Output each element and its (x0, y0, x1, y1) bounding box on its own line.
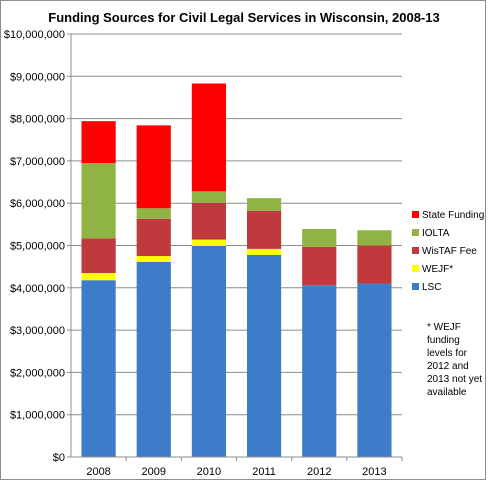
bar-lsc-2013 (357, 283, 392, 457)
note-line: available (427, 387, 467, 398)
bar-lsc-2012 (302, 285, 337, 457)
annotation-note: * WEJF funding levels for 2012 and 2013 not … (427, 322, 482, 398)
legend-label-lsc: LSC (422, 282, 441, 293)
y-tick-label: $5,000,000 (10, 241, 65, 253)
bar-wistaf-fee-2009 (136, 218, 171, 257)
chart-title: Funding Sources for Civil Legal Services… (48, 10, 439, 25)
bar-iolta-2010 (191, 191, 227, 203)
y-tick-label: $10,000,000 (4, 29, 65, 41)
bar-iolta-2013 (357, 230, 392, 246)
bar-iolta-2008 (81, 163, 116, 239)
y-tick-label: $9,000,000 (10, 71, 65, 83)
legend-swatch-state-funding (412, 211, 419, 218)
y-tick-label: $4,000,000 (10, 283, 65, 295)
x-tick-label: 2012 (307, 466, 331, 478)
note-line: 2012 and (427, 361, 469, 372)
y-tick-label: $3,000,000 (10, 325, 65, 337)
legend-swatch-iolta (412, 229, 419, 236)
x-tick-label: 2011 (252, 466, 276, 478)
y-tick-label: $1,000,000 (10, 410, 65, 422)
note-line: 2013 not yet (427, 374, 482, 385)
bar-wistaf-fee-2008 (81, 238, 116, 273)
legend-label-wistaf-fee: WisTAF Fee (422, 246, 477, 257)
bar-lsc-2011 (246, 254, 282, 457)
y-tick-label: $6,000,000 (10, 198, 65, 210)
bar-lsc-2009 (136, 261, 171, 457)
bar-wistaf-fee-2010 (191, 202, 227, 240)
bar-state-funding-2010 (191, 83, 227, 192)
y-tick-label: $2,000,000 (10, 367, 65, 379)
bar-state-funding-2009 (136, 125, 171, 209)
bar-iolta-2012 (302, 229, 337, 247)
bars (81, 83, 392, 457)
bar-wejf-2009 (136, 256, 171, 262)
legend-swatch-wejf (412, 265, 419, 272)
legend-swatch-lsc (412, 283, 419, 290)
bar-wejf-2008 (81, 272, 116, 281)
legend-label-wejf: WEJF* (422, 264, 453, 275)
legend-label-state-funding: State Funding (422, 210, 484, 221)
axes: $0 $1,000,000 $2,000,000 $3,000,000 $4,000,0… (4, 29, 403, 478)
bar-state-funding-2008 (81, 121, 116, 164)
y-tick-label: $7,000,000 (10, 156, 65, 168)
x-tick-label: 2009 (142, 466, 166, 478)
bar-lsc-2008 (81, 280, 116, 457)
legend: State Funding IOLTA WisTAF Fee WEJF* LSC (412, 210, 484, 293)
legend-label-iolta: IOLTA (422, 228, 450, 239)
bar-lsc-2010 (191, 245, 227, 457)
x-tick-label: 2010 (197, 466, 221, 478)
bar-wistaf-fee-2012 (302, 246, 337, 286)
x-tick-label: 2008 (86, 466, 110, 478)
bar-wejf-2010 (191, 239, 227, 246)
y-tick-label: $8,000,000 (10, 114, 65, 126)
gridlines (71, 33, 402, 416)
bar-iolta-2011 (246, 198, 282, 211)
note-line: levels for (427, 348, 468, 359)
note-line: * WEJF (427, 322, 461, 333)
bar-iolta-2009 (136, 208, 171, 219)
bar-wistaf-fee-2011 (246, 210, 282, 249)
bar-wistaf-fee-2013 (357, 245, 392, 284)
y-tick-label: $0 (53, 452, 65, 464)
x-tick-label: 2013 (362, 466, 386, 478)
legend-swatch-wistaf-fee (412, 247, 419, 254)
note-line: funding (427, 335, 460, 346)
bar-wejf-2011 (246, 248, 282, 255)
